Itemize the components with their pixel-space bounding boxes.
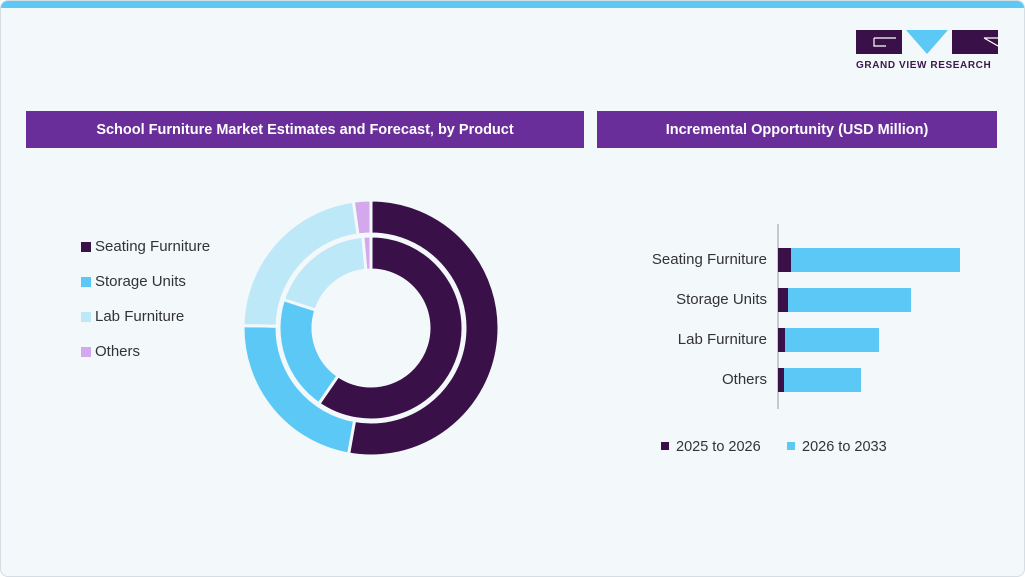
top-accent-bar [1, 1, 1024, 8]
category-label: Others [722, 371, 767, 388]
legend-swatch [81, 346, 91, 357]
nested-donut-chart [241, 198, 501, 458]
legend-label: Storage Units [95, 273, 186, 290]
legend-label: Others [95, 343, 141, 360]
incremental-bar-chart: Seating Furniture Storage Units Lab Furnit… [652, 224, 960, 455]
bar-2025-to-2026-seating-furniture [778, 248, 791, 272]
legend-swatch [787, 442, 795, 450]
legend-label: Lab Furniture [95, 308, 185, 325]
legend-swatch [81, 311, 91, 322]
bar-2026-to-2033-lab-furniture [785, 328, 879, 352]
outer-ring-slice-seating-furniture [347, 198, 501, 458]
bar-2026-to-2033-storage-units [788, 288, 911, 312]
legend-swatch [661, 442, 669, 450]
bar-2025-to-2026-lab-furniture [778, 328, 785, 352]
outer-ring-slice-others [351, 198, 373, 237]
bar-2025-to-2026-storage-units [778, 288, 788, 312]
legend-label: Seating Furniture [95, 238, 211, 255]
right-panel-title: Incremental Opportunity (USD Million) [597, 111, 997, 148]
inner-ring-slice-seating-furniture [317, 234, 465, 422]
bar-2026-to-2033-others [784, 368, 861, 392]
bar-2026-to-2033-seating-furniture [791, 248, 960, 272]
donut-legend: Seating Furniture Storage Units Lab Furnit… [81, 229, 210, 369]
grand-view-research-logo [856, 30, 998, 54]
legend-item: Seating Furniture [81, 229, 210, 264]
category-label: Storage Units [676, 291, 767, 308]
left-panel-title: School Furniture Market Estimates and Fo… [26, 111, 584, 148]
legend-item: Others [81, 334, 210, 369]
category-label: Lab Furniture [678, 331, 767, 348]
logo-text: GRAND VIEW RESEARCH [856, 60, 992, 71]
inner-ring-slice-others [361, 234, 373, 272]
category-label: Seating Furniture [652, 251, 767, 268]
legend-label: 2026 to 2033 [802, 439, 887, 455]
legend-item: Lab Furniture [81, 299, 210, 334]
legend-swatch [81, 241, 91, 252]
legend-label: 2025 to 2026 [676, 439, 761, 455]
bar-2025-to-2026-others [778, 368, 784, 392]
legend-item: Storage Units [81, 264, 210, 299]
legend-swatch [81, 276, 91, 287]
